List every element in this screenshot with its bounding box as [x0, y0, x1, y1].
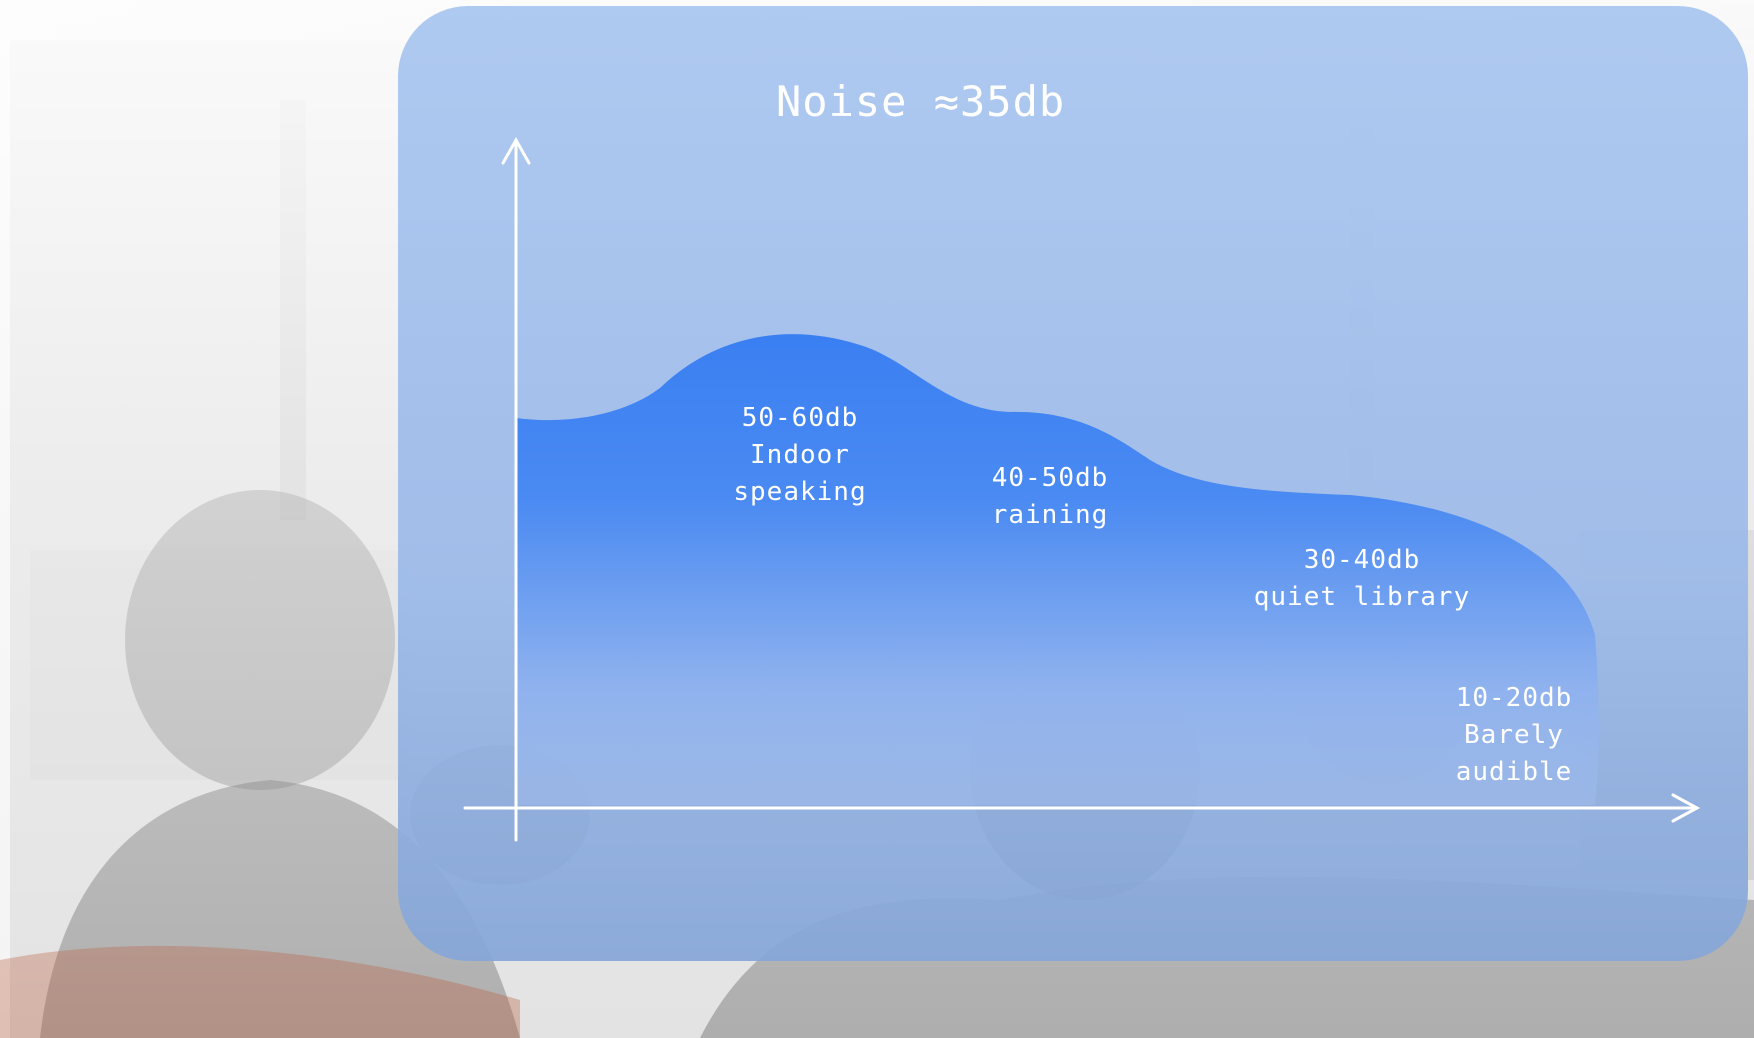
level-range: 50-60db [741, 403, 859, 433]
level-label-40-50: 40-50db raining [972, 460, 1128, 534]
noise-wave [516, 334, 1599, 805]
y-axis-arrow-icon [501, 136, 531, 165]
level-range: 40-50db [991, 463, 1109, 493]
level-range: 10-20db [1455, 683, 1573, 713]
axes [463, 136, 1701, 842]
diagram-title: Noise ≈35db [776, 77, 1066, 126]
x-axis-arrow-icon [1671, 793, 1701, 823]
level-desc-line2: speaking [733, 477, 867, 507]
level-range: 30-40db [1303, 545, 1421, 575]
level-desc-line1: Barely [1464, 720, 1564, 750]
level-label-30-40: 30-40db quiet library [1232, 542, 1492, 616]
level-desc-line1: Indoor [750, 440, 850, 470]
level-desc-line2: audible [1455, 757, 1573, 787]
level-desc-line1: raining [991, 500, 1109, 530]
level-desc-line1: quiet library [1253, 582, 1471, 612]
level-label-50-60: 50-60db Indoor speaking [722, 400, 878, 511]
level-label-10-20: 10-20db Barely audible [1436, 680, 1592, 791]
